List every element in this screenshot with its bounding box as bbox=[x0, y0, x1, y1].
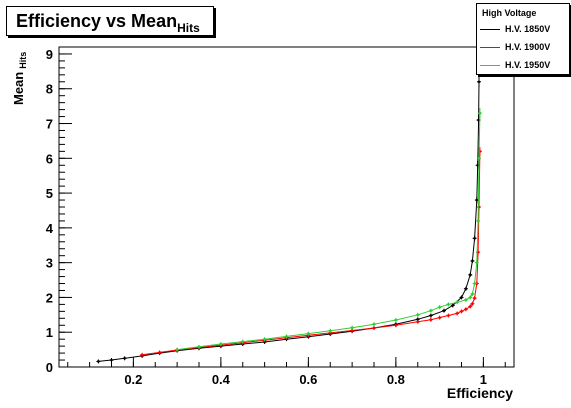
data-point bbox=[447, 303, 450, 306]
data-point bbox=[219, 342, 223, 346]
data-point bbox=[477, 80, 481, 84]
data-point bbox=[350, 326, 354, 329]
data-point bbox=[455, 312, 459, 315]
legend-entry-1950v: H.V. 1950V bbox=[480, 59, 566, 71]
data-point bbox=[464, 307, 468, 311]
data-point bbox=[429, 318, 433, 321]
data-point bbox=[140, 353, 144, 357]
data-point bbox=[468, 273, 472, 277]
data-point bbox=[464, 298, 468, 302]
data-point bbox=[328, 329, 332, 333]
data-point bbox=[471, 259, 474, 263]
axis-ticks: 0.2 0.4 0.6 0.8 1 0 1 2 3 4 5 6 7 8 9 bbox=[46, 46, 506, 387]
data-point bbox=[460, 296, 463, 299]
data-point bbox=[477, 118, 480, 122]
legend-entry-1900v: H.V. 1900V bbox=[480, 41, 566, 53]
data-point bbox=[473, 282, 476, 285]
x-tick-label: 0.4 bbox=[212, 372, 231, 387]
data-point bbox=[328, 331, 332, 335]
x-tick-label: 1 bbox=[480, 372, 487, 387]
data-point bbox=[416, 320, 420, 324]
data-point bbox=[477, 157, 481, 160]
plot-frame bbox=[58, 46, 515, 368]
y-tick-label: 3 bbox=[46, 256, 53, 271]
y-tick-label: 2 bbox=[46, 290, 53, 305]
data-point bbox=[197, 345, 201, 349]
y-tick-label: 0 bbox=[46, 360, 53, 375]
data-point bbox=[475, 198, 479, 202]
x-tick-label: 0.8 bbox=[387, 372, 405, 387]
data-point bbox=[110, 358, 113, 362]
data-point bbox=[438, 316, 441, 319]
legend-swatch-1850v bbox=[480, 29, 500, 30]
data-point bbox=[123, 357, 126, 360]
chart-title: Efficiency vs MeanHits bbox=[6, 6, 214, 36]
y-axis-label-sub: Hits bbox=[18, 52, 28, 69]
data-point bbox=[464, 287, 468, 291]
x-axis-label: Efficiency bbox=[447, 385, 513, 401]
data-point bbox=[471, 292, 474, 296]
legend-label-1900v: H.V. 1900V bbox=[505, 42, 551, 52]
data-point bbox=[372, 326, 376, 330]
data-point bbox=[478, 111, 482, 115]
legend-title: High Voltage bbox=[482, 8, 537, 18]
data-point bbox=[476, 219, 480, 223]
data-point bbox=[429, 309, 433, 312]
data-point bbox=[442, 309, 446, 312]
series-layer bbox=[96, 76, 482, 364]
legend-swatch-1950v bbox=[480, 65, 500, 66]
y-tick-label: 7 bbox=[46, 117, 53, 132]
data-point bbox=[451, 304, 455, 307]
data-point bbox=[475, 282, 479, 285]
data-point bbox=[471, 302, 474, 305]
series-line bbox=[177, 113, 481, 351]
data-point bbox=[416, 313, 420, 317]
y-axis-label: Mean Hits bbox=[11, 52, 28, 105]
data-point bbox=[455, 301, 459, 304]
legend-entry-1850v: H.V. 1850V bbox=[480, 23, 566, 35]
data-point bbox=[468, 296, 472, 299]
legend-swatch-1900v bbox=[480, 47, 500, 48]
data-point bbox=[473, 296, 476, 300]
y-tick-label: 1 bbox=[46, 325, 53, 340]
data-point bbox=[394, 323, 398, 327]
chart-title-sub: Hits bbox=[177, 21, 200, 35]
legend-label-1950v: H.V. 1950V bbox=[505, 60, 551, 70]
data-point bbox=[473, 237, 476, 240]
y-tick-label: 6 bbox=[46, 151, 53, 166]
x-tick-label: 0.2 bbox=[124, 372, 142, 387]
y-tick-label: 5 bbox=[46, 186, 53, 201]
data-point bbox=[307, 332, 310, 335]
data-point bbox=[158, 351, 161, 354]
data-point bbox=[97, 360, 100, 363]
data-point bbox=[475, 261, 479, 264]
y-tick-label: 4 bbox=[46, 221, 54, 236]
data-point bbox=[476, 163, 479, 167]
y-tick-label: 8 bbox=[46, 82, 53, 97]
data-point bbox=[447, 314, 450, 317]
x-tick-label: 0.6 bbox=[299, 372, 317, 387]
data-point bbox=[175, 348, 179, 351]
data-point bbox=[416, 318, 420, 321]
data-point bbox=[285, 335, 288, 338]
y-axis-label-main: Mean bbox=[11, 72, 26, 105]
data-point bbox=[394, 318, 398, 322]
data-point bbox=[241, 340, 245, 343]
series-3 bbox=[175, 108, 482, 352]
chart-title-main: Efficiency vs Mean bbox=[16, 11, 178, 31]
data-point bbox=[460, 310, 463, 313]
data-point bbox=[263, 337, 266, 341]
data-point bbox=[468, 305, 472, 308]
data-point bbox=[372, 322, 376, 326]
legend-label-1850v: H.V. 1850V bbox=[505, 24, 551, 34]
data-point bbox=[438, 305, 441, 309]
y-tick-label: 9 bbox=[46, 47, 53, 62]
data-point bbox=[350, 329, 354, 332]
legend: High Voltage H.V. 1850V H.V. 1900V H.V. … bbox=[476, 3, 570, 75]
data-point bbox=[429, 314, 433, 317]
